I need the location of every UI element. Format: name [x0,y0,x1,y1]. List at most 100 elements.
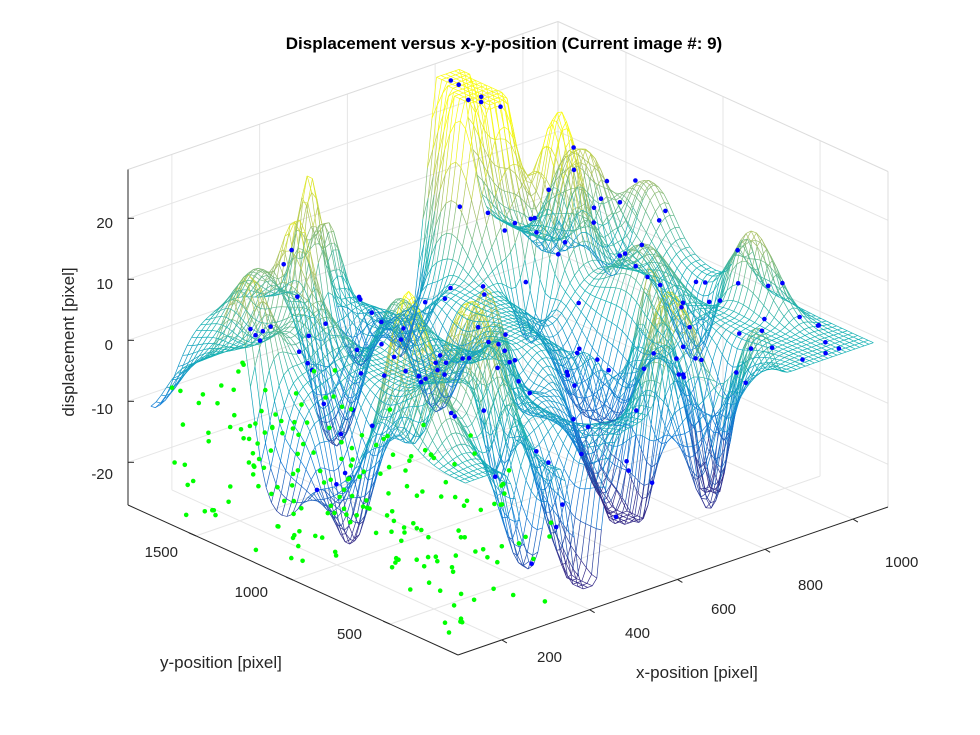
mesh-line [642,250,648,258]
mesh-line [485,157,491,178]
mesh-line [446,307,452,316]
mesh-line [210,313,216,320]
mesh-line [552,211,558,220]
mesh-line [300,231,306,234]
mesh-line [609,411,616,422]
mesh-line [505,252,511,259]
mesh-line [582,363,589,379]
mesh-line [325,490,331,497]
mesh-line [598,234,604,238]
mesh-line [469,101,475,104]
mesh-line [253,270,259,277]
mesh-line [502,283,507,287]
mesh-line [336,306,342,330]
mesh-line [450,162,457,201]
mesh-line [501,311,507,314]
mesh-line [754,316,760,323]
mesh-line [316,288,322,294]
mesh-line [649,182,655,186]
mesh-line [225,308,232,318]
mesh-line [386,415,393,431]
mesh-line [804,333,810,336]
mesh-line [368,370,374,373]
mesh-line [216,316,222,324]
mesh-line [550,298,556,313]
mesh-line [432,431,438,441]
mesh-line [332,404,338,411]
mesh-line [538,378,544,386]
mesh-line [397,374,403,377]
mesh-line [560,291,566,302]
mesh-line [387,387,393,392]
mesh-line [625,275,632,292]
mesh-line [454,285,460,291]
mesh-line [427,440,433,450]
mesh-line [497,95,503,99]
mesh-line [369,376,375,380]
mesh-line [461,300,467,306]
mesh-line [425,368,431,372]
mesh-line [583,220,589,227]
mesh-line [205,318,211,325]
mesh-line [490,141,496,158]
mesh-line [459,100,466,121]
mesh-line [691,267,697,274]
mesh-line [457,246,463,263]
mesh-line [584,274,590,280]
mesh-line [571,321,577,332]
mesh-line [581,318,587,331]
mesh-line [483,96,489,99]
mesh-line [400,390,406,397]
mesh-line [679,406,685,410]
mesh-line [542,365,548,369]
mesh-line [696,265,702,269]
mesh-line [198,343,204,352]
mesh-line [347,434,353,450]
mesh-line [685,254,691,258]
mesh-line [493,97,499,100]
mesh-line [579,399,585,406]
mesh-line [583,170,589,193]
mesh-line [338,460,344,469]
mesh-line [533,425,539,431]
mesh-line [734,320,740,324]
mesh-line [619,191,625,198]
mesh-line [376,358,382,361]
mesh-line [247,337,253,342]
mesh-line [575,148,581,164]
mesh-line [238,344,244,347]
mesh-line [604,270,610,279]
mesh-line [605,255,611,260]
mesh-line [204,352,210,357]
mesh-line [568,351,574,358]
mesh-line [495,304,501,307]
mesh-line [799,329,805,333]
mesh-line [312,386,318,391]
mesh-line [366,317,373,325]
mesh-line [374,459,380,466]
mesh-line [603,267,609,274]
mesh-line [771,338,777,341]
mesh-line [327,390,333,396]
mesh-line [560,357,565,361]
mesh-line [344,364,350,368]
mesh-line [260,285,266,290]
mesh-line [417,441,424,451]
mesh-line [450,294,456,299]
mesh-line [302,203,309,250]
mesh-line [622,337,628,357]
mesh-line [562,356,568,369]
mesh-line [586,307,592,319]
mesh-line [563,452,569,469]
mesh-line [339,269,345,274]
mesh-line [713,277,719,292]
mesh-line [437,350,443,352]
mesh-line [301,360,307,364]
mesh-line [418,245,424,287]
mesh-line [455,297,461,303]
mesh-line [293,281,300,293]
mesh-line [492,266,498,272]
mesh-line [223,320,229,325]
mesh-line [650,211,656,222]
mesh-line [451,301,457,308]
